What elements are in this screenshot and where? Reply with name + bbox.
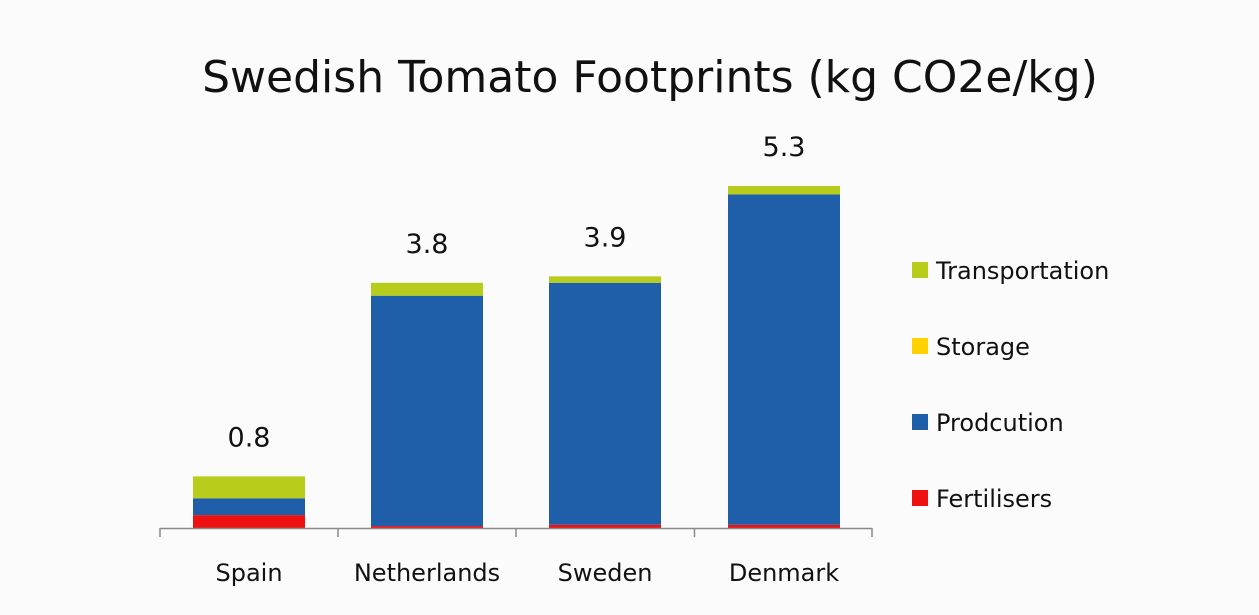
total-label-denmark: 5.3	[763, 132, 806, 163]
bar-segment-netherlands-transportation	[371, 282, 483, 296]
total-label-netherlands: 3.8	[406, 229, 449, 260]
legend-item-storage: Storage	[912, 333, 1030, 361]
x-tick-label-denmark: Denmark	[729, 559, 839, 587]
legend-item-prodcution: Prodcution	[912, 409, 1064, 437]
legend-item-fertilisers: Fertilisers	[912, 485, 1052, 513]
legend-label-fertilisers: Fertilisers	[936, 485, 1052, 513]
bar-segment-spain-prodcution	[193, 498, 305, 516]
x-tick-label-sweden: Sweden	[558, 559, 653, 587]
x-axis: Spain Netherlands Sweden Denmark	[159, 527, 873, 587]
bar-segment-netherlands-prodcution	[371, 295, 483, 527]
bar-segment-denmark-fertilisers	[728, 524, 840, 528]
legend-swatch-transportation	[912, 262, 928, 278]
x-tick-label-netherlands: Netherlands	[354, 559, 500, 587]
bar-segment-sweden-fertilisers	[549, 524, 661, 528]
legend: Transportation Storage Prodcution Fertilise…	[912, 257, 1109, 513]
legend-label-storage: Storage	[936, 333, 1030, 361]
legend-item-transportation: Transportation	[912, 257, 1109, 285]
bar-segment-sweden-prodcution	[549, 282, 661, 525]
legend-swatch-fertilisers	[912, 490, 928, 506]
total-label-sweden: 3.9	[584, 222, 627, 253]
chart-title: Swedish Tomato Footprints (kg CO2e/kg)	[202, 52, 1098, 103]
legend-label-prodcution: Prodcution	[936, 409, 1064, 437]
totals-layer: 0.8 3.8 3.9 5.3	[228, 132, 806, 453]
bar-segment-denmark-prodcution	[728, 194, 840, 525]
bar-segment-spain-transportation	[193, 476, 305, 499]
legend-swatch-prodcution	[912, 414, 928, 430]
total-label-spain: 0.8	[228, 422, 271, 453]
legend-swatch-storage	[912, 338, 928, 354]
bars-layer	[193, 186, 840, 528]
bar-segment-spain-fertilisers	[193, 515, 305, 528]
bar-segment-sweden-transportation	[549, 276, 661, 283]
bar-segment-netherlands-fertilisers	[371, 526, 483, 528]
bar-segment-denmark-transportation	[728, 186, 840, 195]
x-tick-label-spain: Spain	[215, 559, 282, 587]
legend-label-transportation: Transportation	[935, 257, 1109, 285]
